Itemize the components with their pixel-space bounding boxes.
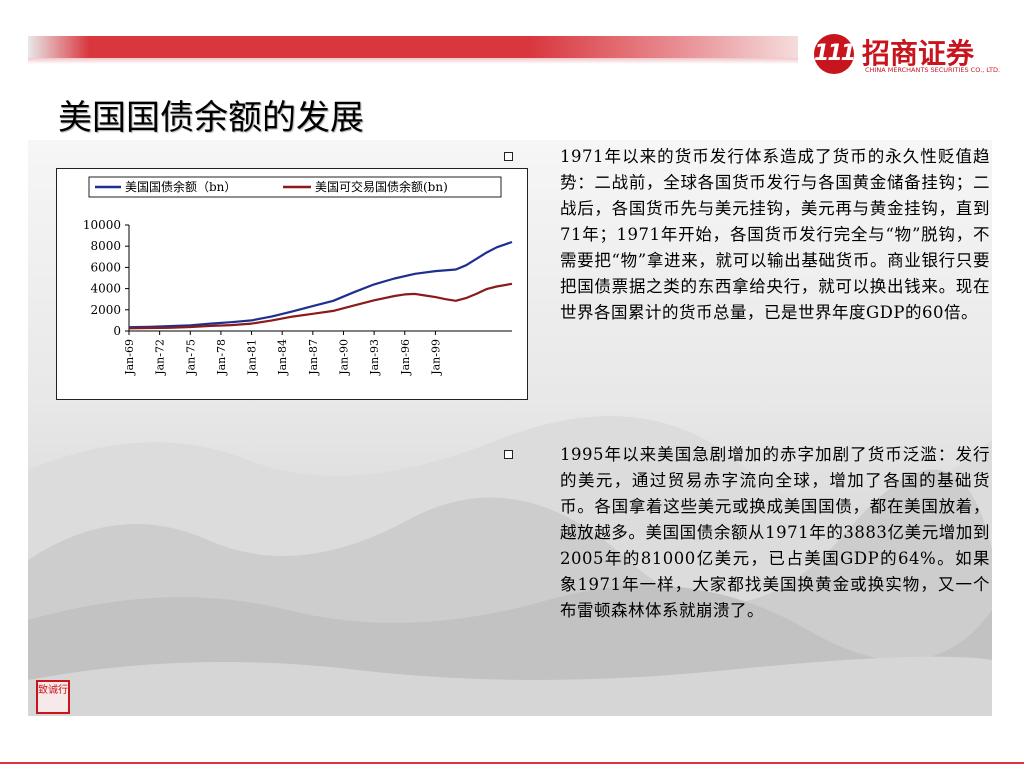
- company-logo: 111 招商证券 CHINA MERCHANTS SECURITIES CO.,…: [808, 30, 1001, 78]
- header-red-bar: [28, 36, 798, 58]
- logo-chinese-name: 招商证券: [862, 37, 975, 70]
- x-tick-label: Jan-90: [337, 339, 350, 376]
- x-tick-label: Jan-81: [246, 339, 259, 376]
- logo-mark-icon: 111: [814, 34, 856, 74]
- y-tick-label: 0: [113, 324, 121, 338]
- y-tick-label: 10000: [83, 218, 121, 232]
- x-tick-label: Jan-99: [429, 339, 442, 376]
- x-tick-label: Jan-93: [368, 339, 381, 376]
- header-bar-shadow: [28, 58, 798, 64]
- line-chart: 美国国债余额（bn） 美国可交易国债余额(bn) 0 2000 4000 6000 80…: [56, 168, 528, 400]
- page-title: 美国国债余额的发展: [58, 98, 364, 138]
- y-tick-label: 4000: [90, 282, 121, 296]
- series-line-2: [128, 282, 513, 330]
- x-tick-label: Jan-69: [123, 339, 136, 376]
- legend-label-series-1: 美国国债余额（bn）: [125, 179, 236, 194]
- x-tick-label: Jan-75: [184, 339, 197, 376]
- y-tick-label: 8000: [90, 239, 121, 253]
- legend-label-series-2: 美国可交易国债余额(bn): [315, 179, 448, 194]
- footer-red-line: [0, 762, 1024, 764]
- checkbox-bullet-icon: [504, 450, 513, 459]
- mountain-landscape-image: [28, 416, 992, 716]
- x-tick-label: Jan-87: [307, 339, 320, 376]
- x-tick-label: Jan-96: [399, 339, 412, 376]
- seal-label: 致诚行: [38, 685, 68, 696]
- checkbox-bullet-icon: [504, 152, 513, 161]
- logo-english-name: CHINA MERCHANTS SECURITIES CO., LTD.: [865, 66, 1001, 74]
- bullet-text: 1971年以来的货币发行体系造成了货币的永久性贬值趋势：二战前，全球各国货币发行…: [560, 147, 990, 322]
- legend-box: 美国国债余额（bn） 美国可交易国债余额(bn): [88, 176, 502, 198]
- red-seal-stamp: 致诚行: [36, 680, 70, 714]
- y-tick-label: 6000: [90, 260, 121, 274]
- x-tick-label: Jan-84: [276, 339, 289, 376]
- x-tick-label: Jan-72: [154, 339, 167, 376]
- y-tick-label: 2000: [90, 303, 121, 317]
- x-tick-label: Jan-78: [215, 339, 228, 376]
- bullet-text: 1995年以来美国急剧增加的赤字加剧了货币泛滥：发行的美元，通过贸易赤字流向全球…: [560, 445, 990, 620]
- series-line-1: [128, 240, 513, 329]
- chart-canvas: 美国国债余额（bn） 美国可交易国债余额(bn) 0 2000 4000 6000 80…: [83, 176, 513, 376]
